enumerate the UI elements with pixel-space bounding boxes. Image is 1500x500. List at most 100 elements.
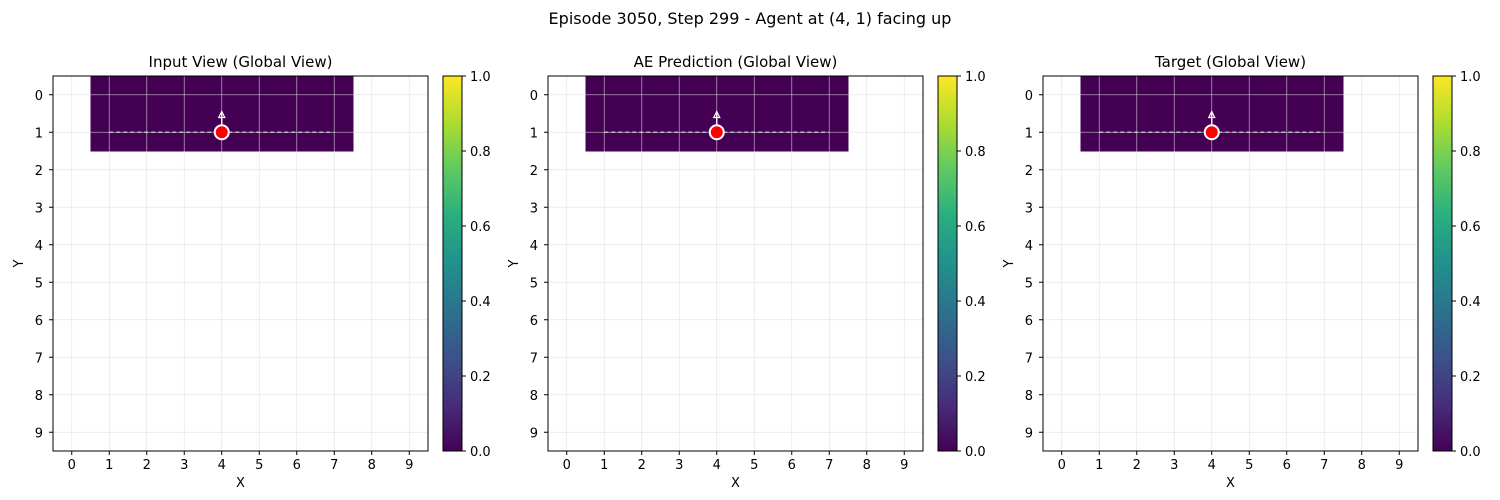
plot-frame bbox=[1042, 75, 1419, 452]
plot-frame bbox=[52, 75, 429, 452]
panel-2: AE Prediction (Global View) 0 1 2 3 4 5 6 7 8 9 X 0 1… bbox=[507, 53, 986, 491]
colorbar: 0.0 0.2 0.4 0.6 0.8 1.0 bbox=[1432, 70, 1481, 460]
colorbar-tick-label: 0.8 bbox=[965, 145, 986, 160]
x-tick-label: 7 bbox=[330, 458, 338, 473]
y-tick-label: 4 bbox=[35, 239, 43, 254]
y-tick-label: 5 bbox=[35, 276, 43, 291]
y-tick-label: 8 bbox=[530, 389, 538, 404]
x-tick-label: 6 bbox=[788, 458, 796, 473]
y-tick-label: 6 bbox=[35, 314, 43, 329]
x-tick-label: 7 bbox=[1320, 458, 1328, 473]
colorbar-tick-label: 0.4 bbox=[470, 295, 491, 310]
x-tick-label: 0 bbox=[563, 458, 571, 473]
x-tick-label: 3 bbox=[180, 458, 188, 473]
y-tick-label: 1 bbox=[1025, 126, 1033, 141]
y-axis: 0 1 2 3 4 5 6 7 8 9 bbox=[35, 89, 53, 441]
y-tick-label: 3 bbox=[530, 201, 538, 216]
colorbar-tick-label: 0.6 bbox=[965, 220, 986, 235]
colorbar-tick-label: 0.4 bbox=[965, 295, 986, 310]
x-tick-label: 2 bbox=[143, 458, 151, 473]
y-tick-label: 2 bbox=[1025, 164, 1033, 179]
y-tick-label: 2 bbox=[35, 164, 43, 179]
x-tick-label: 0 bbox=[68, 458, 76, 473]
agent-arrow-head bbox=[1207, 110, 1216, 119]
x-tick-label: 8 bbox=[863, 458, 871, 473]
x-tick-label: 6 bbox=[293, 458, 301, 473]
colorbar: 0.0 0.2 0.4 0.6 0.8 1.0 bbox=[937, 70, 986, 460]
y-tick-label: 3 bbox=[1025, 201, 1033, 216]
agent-arrow-head bbox=[712, 110, 721, 119]
colorbar-tick-label: 0.2 bbox=[470, 370, 491, 385]
panel-title: Target (Global View) bbox=[1154, 53, 1306, 71]
y-tick-label: 0 bbox=[1025, 89, 1033, 104]
y-axis: 0 1 2 3 4 5 6 7 8 9 bbox=[530, 89, 548, 441]
x-axis: 0 1 2 3 4 5 6 7 8 9 bbox=[563, 451, 908, 473]
panel-title: AE Prediction (Global View) bbox=[634, 53, 838, 71]
y-tick-label: 8 bbox=[35, 389, 43, 404]
x-tick-label: 9 bbox=[1395, 458, 1403, 473]
x-tick-label: 2 bbox=[1133, 458, 1141, 473]
colorbar-tick-label: 1.0 bbox=[1460, 70, 1481, 85]
colorbar-tick-label: 1.0 bbox=[965, 70, 986, 85]
x-tick-label: 9 bbox=[405, 458, 413, 473]
x-axis-label: X bbox=[731, 476, 740, 491]
y-tick-label: 7 bbox=[530, 351, 538, 366]
y-tick-label: 1 bbox=[35, 126, 43, 141]
colorbar-gradient bbox=[937, 75, 958, 452]
colorbar-tick-label: 0.0 bbox=[470, 445, 491, 460]
colorbar-tick-label: 0.0 bbox=[1460, 445, 1481, 460]
x-axis: 0 1 2 3 4 5 6 7 8 9 bbox=[1058, 451, 1403, 473]
colorbar-tick-label: 0.8 bbox=[1460, 145, 1481, 160]
y-tick-label: 9 bbox=[35, 426, 43, 441]
agent-arrow-head bbox=[217, 110, 226, 119]
colorbar-gradient bbox=[442, 75, 463, 452]
x-tick-label: 7 bbox=[825, 458, 833, 473]
y-tick-label: 2 bbox=[530, 164, 538, 179]
colorbar-tick-label: 0.2 bbox=[1460, 370, 1481, 385]
x-tick-label: 3 bbox=[1170, 458, 1178, 473]
agent-marker bbox=[1203, 124, 1220, 141]
y-axis: 0 1 2 3 4 5 6 7 8 9 bbox=[1025, 89, 1043, 441]
y-tick-label: 1 bbox=[530, 126, 538, 141]
y-tick-label: 0 bbox=[530, 89, 538, 104]
colorbar-tick-label: 0.6 bbox=[1460, 220, 1481, 235]
panel-title: Input View (Global View) bbox=[149, 53, 333, 71]
x-tick-label: 1 bbox=[600, 458, 608, 473]
x-tick-label: 8 bbox=[368, 458, 376, 473]
y-tick-label: 4 bbox=[530, 239, 538, 254]
x-axis: 0 1 2 3 4 5 6 7 8 9 bbox=[68, 451, 413, 473]
x-tick-label: 6 bbox=[1283, 458, 1291, 473]
agent-marker bbox=[708, 124, 725, 141]
y-tick-label: 0 bbox=[35, 89, 43, 104]
x-tick-label: 1 bbox=[1095, 458, 1103, 473]
x-tick-label: 3 bbox=[675, 458, 683, 473]
panel-1: Input View (Global View) 0 1 2 3 4 5 6 7 8 9 X 0 1 2 3 4… bbox=[12, 53, 491, 491]
y-tick-label: 8 bbox=[1025, 389, 1033, 404]
colorbar-tick-label: 0.6 bbox=[470, 220, 491, 235]
y-tick-label: 9 bbox=[530, 426, 538, 441]
y-tick-label: 3 bbox=[35, 201, 43, 216]
x-tick-label: 5 bbox=[255, 458, 263, 473]
x-tick-label: 4 bbox=[713, 458, 721, 473]
colorbar-tick-label: 0.8 bbox=[470, 145, 491, 160]
y-tick-label: 4 bbox=[1025, 239, 1033, 254]
figure-suptitle: Episode 3050, Step 299 - Agent at (4, 1)… bbox=[549, 9, 952, 28]
grid bbox=[548, 76, 923, 451]
y-tick-label: 5 bbox=[1025, 276, 1033, 291]
grid bbox=[53, 76, 428, 451]
x-axis-label: X bbox=[236, 476, 245, 491]
x-tick-label: 4 bbox=[1208, 458, 1216, 473]
grid bbox=[1043, 76, 1418, 451]
plot-frame bbox=[547, 75, 924, 452]
x-tick-label: 2 bbox=[638, 458, 646, 473]
agent-marker bbox=[213, 124, 230, 141]
x-tick-label: 9 bbox=[900, 458, 908, 473]
colorbar-tick-label: 0.2 bbox=[965, 370, 986, 385]
x-tick-label: 5 bbox=[1245, 458, 1253, 473]
y-axis-label: Y bbox=[12, 259, 27, 268]
y-tick-label: 6 bbox=[1025, 314, 1033, 329]
colorbar-gradient bbox=[1432, 75, 1453, 452]
colorbar-tick-label: 0.0 bbox=[965, 445, 986, 460]
colorbar: 0.0 0.2 0.4 0.6 0.8 1.0 bbox=[442, 70, 491, 460]
